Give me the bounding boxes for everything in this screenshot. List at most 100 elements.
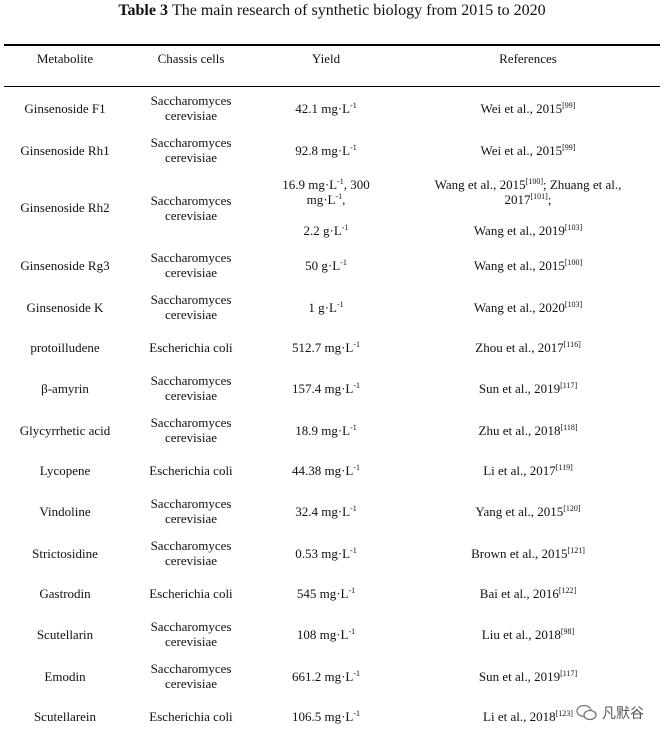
cell-text: 18.9 mg·L [295,422,351,438]
chassis-cell: Saccharomyces cerevisiae [126,129,256,171]
table-row: Scutellarin Saccharomyces cerevisiae 108 m… [4,613,660,655]
table-row: Lycopene Escherichia coli 44.38 mg·L-1 Li e… [4,451,660,490]
chassis-text: Escherichia coli [149,340,233,355]
wechat-icon [576,704,597,721]
metabolite-cell: Glycyrrhetic acid [19,422,111,438]
cell-text: Bai et al., 2016 [479,586,559,601]
cell-text: ; [547,192,552,207]
cell-text: 108 mg·L [296,626,349,642]
table-row: Scutellarein Escherichia coli 106.5 mg·L-1… [4,697,660,736]
chassis-cell: Saccharomyces cerevisiae [126,87,256,130]
reference-cell: Li et al., 2018[123] [396,697,660,736]
metabolite-cell: Ginsenoside Rh2 [20,200,110,215]
cell-text: Wang et al., 2019 [473,223,565,238]
metabolite-cell: Emodin [44,668,86,684]
cell-text: Sun et al., 2019 [478,380,561,396]
chassis-cell: Saccharomyces cerevisiae [126,244,256,286]
metabolite-cell: Ginsenoside Rg3 [20,257,110,273]
table-row: Gastrodin Escherichia coli 545 mg·L-1 Bai e… [4,574,660,613]
header-cell: References [499,51,557,66]
header-row: Metabolite Chassis cells Yield References [4,45,660,87]
cell-paragraph: Wang et al., 2020[103] [428,300,628,315]
cell-paragraph: 18.9 mg·L-1 [271,423,381,438]
reference-cell: Wei et al., 2015[99] [396,129,660,171]
cell-paragraph: 92.8 mg·L-1 [271,143,381,158]
reference-cell: Wei et al., 2015[99] [396,87,660,130]
chassis-cell: Escherichia coli [126,328,256,367]
superscript: [100] [525,177,543,186]
superscript: -1 [353,668,361,678]
cell-text: 0.53 mg·L [295,545,351,561]
yield-cell: 512.7 mg·L-1 [256,328,396,367]
yield-cell: 44.38 mg·L-1 [256,451,396,490]
chassis-cell: Saccharomyces cerevisiae [126,286,256,328]
yield-cell: 157.4 mg·L-1 [256,367,396,409]
yield-cell: 42.1 mg·L-1 [256,87,396,130]
cell-paragraph: 157.4 mg·L-1 [271,381,381,396]
cell-text: Liu et al., 2018 [481,626,561,642]
chassis-cell: Escherichia coli [126,574,256,613]
chassis-text: Saccharomyces cerevisiae [150,250,232,280]
metabolite-cell: Scutellarin [36,626,94,642]
table-row: Ginsenoside Rg3 Saccharomyces cerevisiae 5… [4,244,660,286]
cell-paragraph: Yang et al., 2015[120] [428,504,628,519]
cell-text: Li et al., 2017 [483,463,556,478]
table-caption: The main research of synthetic biology f… [171,2,546,19]
superscript: -1 [353,463,361,472]
reference-cell: Zhou et al., 2017[116] [396,328,660,367]
yield-cell: 545 mg·L-1 [256,574,396,613]
reference-cell: Sun et al., 2019[117] [396,655,660,697]
reference-cell: Wang et al., 2020[103] [396,286,660,328]
metabolite-cell: Ginsenoside F1 [24,100,106,116]
superscript: [99] [562,100,576,110]
chassis-text: Escherichia coli [149,586,233,601]
chassis-cell: Saccharomyces cerevisiae [126,171,256,244]
cell-paragraph: Wang et al., 2015[100]; Zhuang et al., 2… [428,177,628,207]
chassis-cell: Saccharomyces cerevisiae [126,613,256,655]
yield-cell: 108 mg·L-1 [256,613,396,655]
cell-paragraph: Sun et al., 2019[117] [428,381,628,396]
cell-paragraph: Liu et al., 2018[98] [428,627,628,642]
chassis-text: Saccharomyces cerevisiae [150,292,232,322]
cell-paragraph: 1 g·L-1 [271,300,381,315]
table-row: Ginsenoside Rh1 Saccharomyces cerevisiae 9… [4,129,660,171]
watermark: 凡默谷 [576,703,644,723]
cell-text: , [342,192,346,207]
cell-paragraph: 512.7 mg·L-1 [271,340,381,355]
cell-paragraph: Wei et al., 2015[99] [428,101,628,116]
yield-cell: 50 g·L-1 [256,244,396,286]
superscript: -1 [350,100,357,110]
reference-cell: Sun et al., 2019[117] [396,367,660,409]
superscript: -1 [353,709,361,718]
cell-text: Wang et al., 2015 [473,257,565,273]
chassis-cell: Saccharomyces cerevisiae [126,490,256,532]
cell-paragraph: 44.38 mg·L-1 [271,463,381,478]
table-row: Vindoline Saccharomyces cerevisiae 32.4 mg… [4,490,660,532]
metabolite-cell: Lycopene [39,463,91,478]
cell-text: 50 g·L [305,257,341,273]
chassis-cell: Saccharomyces cerevisiae [126,655,256,697]
header-cell: Metabolite [36,51,94,66]
table-row: Emodin Saccharomyces cerevisiae 661.2 mg·L… [4,655,660,697]
cell-paragraph: Zhu et al., 2018[118] [428,423,628,438]
cell-text: 1 g·L [308,299,337,315]
chassis-text: Saccharomyces cerevisiae [150,135,232,165]
chassis-text: Saccharomyces cerevisiae [150,373,232,403]
table-row: Ginsenoside K Saccharomyces cerevisiae 1 g… [4,286,660,328]
yield-cell: 1 g·L-1 [256,286,396,328]
table: Metabolite Chassis cells Yield References G… [4,44,660,736]
superscript: [98] [560,626,575,636]
cell-text: Brown et al., 2015 [471,545,568,561]
reference-cell: Brown et al., 2015[121] [396,532,660,574]
cell-paragraph: 42.1 mg·L-1 [271,101,381,116]
superscript: [123] [555,709,573,718]
superscript: -1 [350,503,357,513]
cell-paragraph: 545 mg·L-1 [271,586,381,601]
cell-text: Zhou et al., 2017 [475,340,564,355]
superscript: -1 [337,177,344,186]
superscript: [117] [560,380,578,390]
chassis-cell: Escherichia coli [126,451,256,490]
cell-text: , 300 mg·L [306,177,370,207]
yield-cell: 661.2 mg·L-1 [256,655,396,697]
chassis-text: Saccharomyces cerevisiae [150,496,232,526]
